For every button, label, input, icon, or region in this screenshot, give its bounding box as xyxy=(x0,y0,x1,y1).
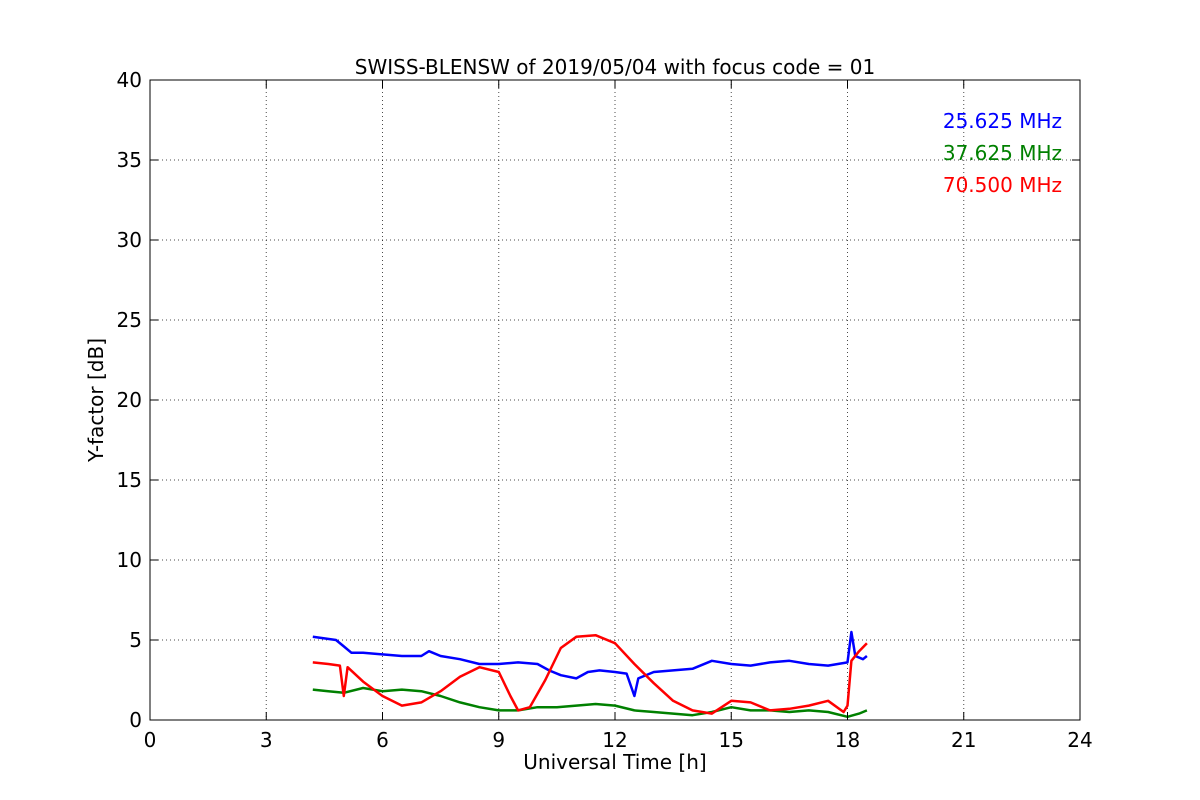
y-tick-label: 25 xyxy=(117,308,142,332)
x-axis-label: Universal Time [h] xyxy=(523,750,706,774)
series-line-2 xyxy=(312,633,868,715)
x-tick-label: 6 xyxy=(376,728,389,752)
plot-area xyxy=(312,630,868,719)
x-tick-label: 0 xyxy=(144,728,157,752)
y-tick-label: 30 xyxy=(117,228,142,252)
y-tick-label: 5 xyxy=(129,628,142,652)
x-tick-label: 15 xyxy=(719,728,744,752)
x-tick-label: 24 xyxy=(1067,728,1092,752)
legend-entry: 70.500 MHz xyxy=(943,173,1062,197)
x-tick-label: 12 xyxy=(602,728,627,752)
x-tick-label: 18 xyxy=(835,728,860,752)
y-tick-label: 0 xyxy=(129,708,142,732)
y-axis-label: Y-factor [dB] xyxy=(84,338,108,463)
legend-entry: 37.625 MHz xyxy=(943,141,1062,165)
x-tick-label: 21 xyxy=(951,728,976,752)
x-tick-label: 3 xyxy=(260,728,273,752)
legend: 25.625 MHz 37.625 MHz 70.500 MHz xyxy=(943,109,1062,197)
y-tick-label: 35 xyxy=(117,148,142,172)
series-line-0 xyxy=(312,630,868,698)
y-tick-label: 40 xyxy=(117,68,142,92)
chart-title: SWISS-BLENSW of 2019/05/04 with focus co… xyxy=(355,55,876,79)
series-line-1 xyxy=(312,686,868,719)
legend-entry: 25.625 MHz xyxy=(943,109,1062,133)
y-tick-label: 10 xyxy=(117,548,142,572)
ticks: 0 3 6 9 12 15 18 21 24 0 5 10 15 20 25 30 35 40 xyxy=(117,68,1093,752)
x-tick-label: 9 xyxy=(492,728,505,752)
grid xyxy=(150,80,1080,720)
y-tick-label: 20 xyxy=(117,388,142,412)
y-tick-label: 15 xyxy=(117,468,142,492)
